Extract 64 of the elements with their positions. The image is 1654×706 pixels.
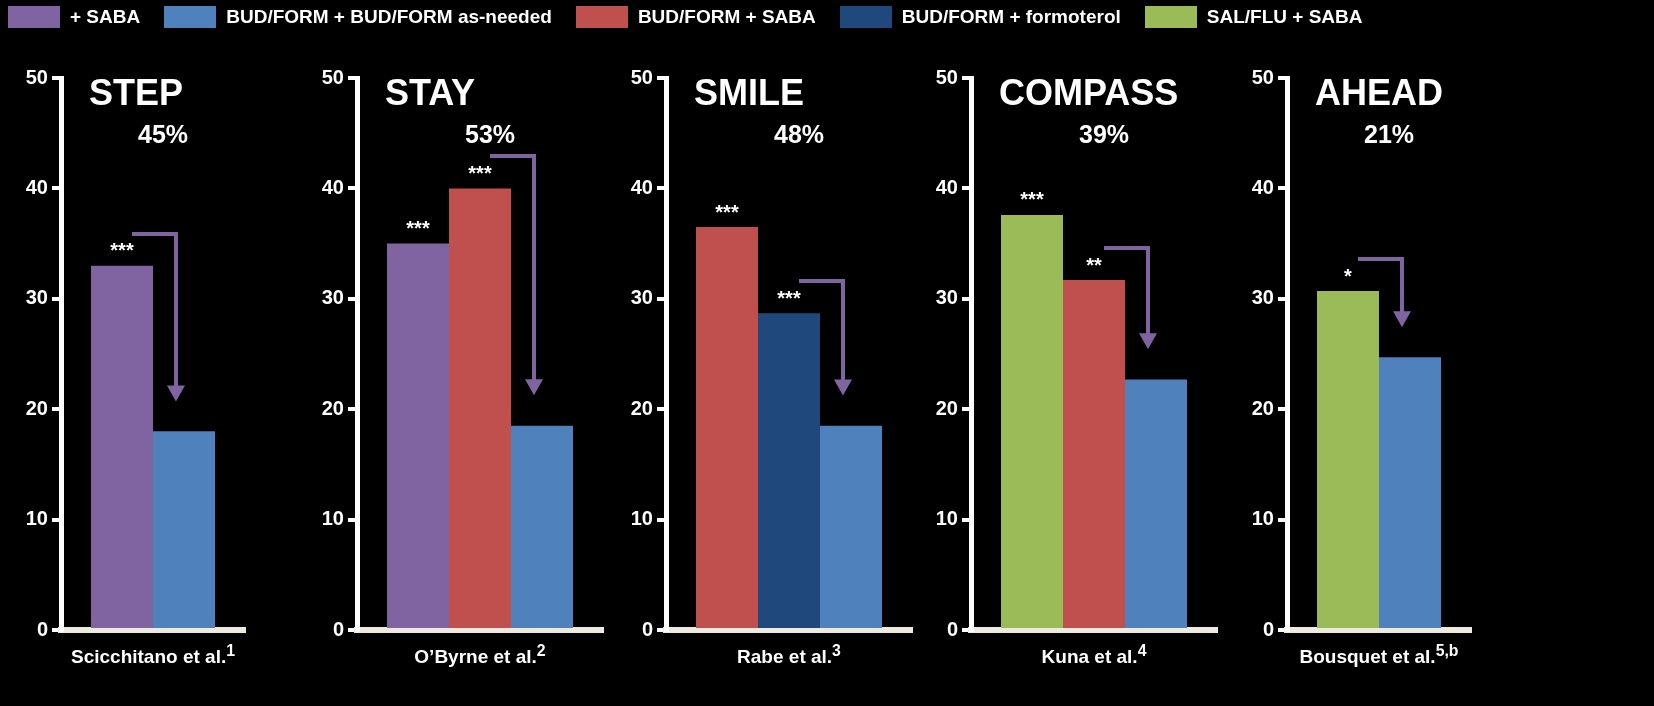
legend-label: BUD/FORM + BUD/FORM as-needed — [226, 6, 552, 28]
text: 48% — [773, 120, 825, 149]
y-tick-label: 40 — [630, 175, 653, 198]
y-tick-label: 20 — [25, 396, 48, 419]
y-tick-label: 40 — [321, 175, 344, 198]
y-tick-label: 10 — [1251, 507, 1274, 530]
bar — [696, 227, 758, 628]
chart-title: SMILE — [694, 72, 805, 114]
y-tick-label: 30 — [321, 286, 344, 309]
legend-label: + SABA — [70, 6, 141, 28]
y-tick-label: 40 — [935, 175, 958, 198]
x-axis-title: Bousquet et al.$^{5,b}$ — [1299, 642, 1459, 669]
x-axis-title: Kuna et al.$^{4}$ — [1041, 642, 1147, 669]
y-tick-label: 50 — [935, 65, 958, 88]
y-tick-label: 0 — [1262, 617, 1274, 640]
y-tick-label: 50 — [25, 65, 48, 88]
bar — [758, 313, 820, 628]
text: 21% — [1363, 120, 1415, 149]
y-tick-label: 10 — [630, 507, 653, 530]
bar — [511, 425, 573, 628]
y-tick-label: 30 — [630, 286, 653, 309]
data-label: ** — [1086, 253, 1102, 276]
data-label: *** — [406, 217, 430, 240]
y-tick-label: 30 — [935, 286, 958, 309]
bar — [820, 425, 882, 628]
y-tick-label: 20 — [1251, 396, 1274, 419]
y-tick-label: 30 — [25, 286, 48, 309]
x-axis-title: Scicchitano et al.$^{1}$ — [70, 642, 236, 669]
y-tick-label: 50 — [321, 65, 344, 88]
legend-label: BUD/FORM + formoterol — [901, 6, 1121, 28]
x-axis-title: O’Byrne et al.$^{2}$ — [414, 642, 546, 669]
y-tick-label: 40 — [1251, 175, 1274, 198]
chart-title: STAY — [385, 72, 476, 114]
y-tick-label: 10 — [935, 507, 958, 530]
y-tick-label: 20 — [630, 396, 653, 419]
y-tick-label: 0 — [946, 617, 958, 640]
y-tick-label: 10 — [25, 507, 48, 530]
text: 53% — [464, 120, 516, 149]
y-tick-label: 40 — [25, 175, 48, 198]
y-tick-label: 30 — [1251, 286, 1274, 309]
y-tick-label: 50 — [630, 65, 653, 88]
data-label: *** — [715, 200, 739, 223]
data-label: *** — [777, 286, 801, 309]
bar — [387, 243, 449, 628]
text: 45% — [137, 120, 189, 149]
y-tick-label: 20 — [935, 396, 958, 419]
data-label: *** — [110, 239, 134, 262]
chart-title: AHEAD — [1315, 72, 1444, 114]
bar — [449, 188, 511, 628]
y-tick-label: 0 — [332, 617, 344, 640]
y-tick-label: 50 — [1251, 65, 1274, 88]
chart-title: STEP — [89, 72, 184, 114]
data-label: *** — [468, 161, 492, 184]
legend-label: SAL/FLU + SABA — [1206, 6, 1363, 28]
data-label: * — [1344, 264, 1353, 287]
y-tick-label: 0 — [36, 617, 48, 640]
data-label: *** — [1020, 188, 1044, 211]
x-axis-title: Rabe et al.$^{3}$ — [737, 642, 841, 669]
y-tick-label: 0 — [641, 617, 653, 640]
y-tick-label: 20 — [321, 396, 344, 419]
chart-title: COMPASS — [999, 72, 1179, 114]
legend-label: BUD/FORM + SABA — [637, 6, 816, 28]
text: 39% — [1078, 120, 1130, 149]
y-tick-label: 10 — [321, 507, 344, 530]
